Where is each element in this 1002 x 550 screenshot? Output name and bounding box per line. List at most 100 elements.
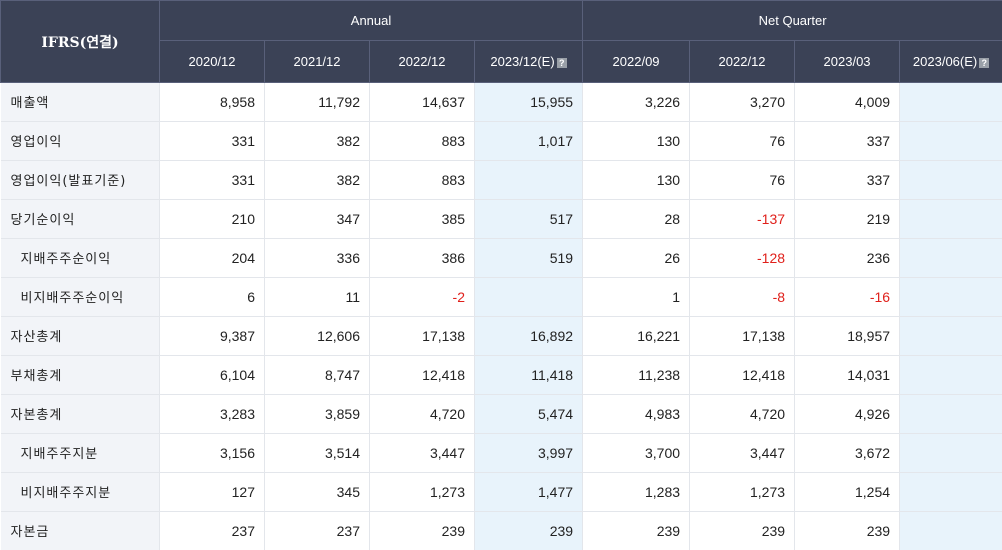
period-label: 2021/12	[293, 54, 341, 69]
value-cell: 3,672	[794, 433, 901, 473]
value-cell: 3,447	[689, 433, 796, 473]
value-cell: 8,958	[159, 82, 265, 122]
value-cell: 336	[264, 238, 370, 278]
value-cell: -128	[689, 238, 796, 278]
value-cell: 1,254	[794, 472, 901, 512]
value-cell: 17,138	[369, 316, 475, 356]
value-cell: 11,792	[264, 82, 370, 122]
value-cell: 1,477	[474, 472, 584, 512]
value-cell: 3,226	[582, 82, 691, 122]
value-cell: 345	[264, 472, 370, 512]
value-cell	[899, 511, 1002, 550]
value-cell: 9,387	[159, 316, 265, 356]
value-cell: 3,447	[369, 433, 475, 473]
value-cell: 3,859	[264, 394, 370, 434]
value-cell: 16,221	[582, 316, 691, 356]
value-cell: 386	[369, 238, 475, 278]
value-cell: 347	[264, 199, 370, 239]
value-cell: 11	[264, 277, 370, 317]
value-cell: -137	[689, 199, 796, 239]
value-cell	[899, 277, 1002, 317]
value-cell: 219	[794, 199, 901, 239]
value-cell: 4,983	[582, 394, 691, 434]
value-cell: 236	[794, 238, 901, 278]
value-cell: 382	[264, 121, 370, 161]
table-row: 자본금 237 237 239 239 239 239 239	[0, 511, 1002, 550]
value-cell: 76	[689, 121, 796, 161]
table-row: 비지배주주지분 127 345 1,273 1,477 1,283 1,273 1,254	[0, 472, 1002, 512]
value-cell: 3,270	[689, 82, 796, 122]
period-header: 2022/12	[689, 40, 796, 83]
period-label: 2022/09	[612, 54, 660, 69]
value-cell: 12,418	[689, 355, 796, 395]
value-cell: 1,283	[582, 472, 691, 512]
value-cell: 237	[264, 511, 370, 550]
value-cell	[474, 277, 584, 317]
value-cell: -8	[689, 277, 796, 317]
value-cell	[899, 394, 1002, 434]
value-cell: 239	[474, 511, 584, 550]
table-row: 비지배주주순이익 6 11 -2 1 -8 -16	[0, 277, 1002, 317]
value-cell: 15,955	[474, 82, 584, 122]
period-label: 2020/12	[188, 54, 236, 69]
value-cell: 3,997	[474, 433, 584, 473]
period-header: 2022/09	[582, 40, 691, 83]
table-row: 영업이익(발표기준) 331 382 883 130 76 337	[0, 160, 1002, 200]
row-label: 자산총계	[0, 316, 160, 356]
period-header: 2022/12	[369, 40, 475, 83]
value-cell: 26	[582, 238, 691, 278]
period-header: 2020/12	[159, 40, 265, 83]
value-cell	[474, 160, 584, 200]
value-cell: 4,720	[369, 394, 475, 434]
period-header-row: 2020/12 2021/12 2022/12 2023/12(E)? 2022/09 2…	[1, 40, 1002, 83]
header-group-row: IFRS(연결) Annual Net Quarter	[0, 0, 1002, 83]
value-cell: 519	[474, 238, 584, 278]
value-cell: 1,017	[474, 121, 584, 161]
value-cell: 382	[264, 160, 370, 200]
table-row: 당기순이익 210 347 385 517 28 -137 219	[0, 199, 1002, 239]
row-label: 영업이익	[0, 121, 160, 161]
table-row: 자본총계 3,283 3,859 4,720 5,474 4,983 4,720 4,926	[0, 394, 1002, 434]
value-cell: 1	[582, 277, 691, 317]
value-cell: 6,104	[159, 355, 265, 395]
value-cell: 385	[369, 199, 475, 239]
period-header: 2023/06(E)?	[899, 40, 1002, 83]
period-header: 2021/12	[264, 40, 370, 83]
net-quarter-group-header: Net Quarter	[582, 0, 1002, 41]
table-row: 자산총계 9,387 12,606 17,138 16,892 16,221 17,138 1…	[0, 316, 1002, 356]
row-label: 매출액	[0, 82, 160, 122]
value-cell: 883	[369, 160, 475, 200]
value-cell: 3,156	[159, 433, 265, 473]
value-cell: 5,474	[474, 394, 584, 434]
value-cell: 127	[159, 472, 265, 512]
row-label: 자본금	[0, 511, 160, 550]
value-cell: 331	[159, 160, 265, 200]
value-cell: 3,700	[582, 433, 691, 473]
value-cell: 14,637	[369, 82, 475, 122]
estimate-info-icon[interactable]: ?	[556, 58, 567, 68]
estimate-info-icon[interactable]: ?	[979, 58, 990, 68]
period-label: 2023/12(E)	[490, 54, 555, 69]
table-row: 지배주주순이익 204 336 386 519 26 -128 236	[0, 238, 1002, 278]
value-cell: 517	[474, 199, 584, 239]
table-row: 매출액 8,958 11,792 14,637 15,955 3,226 3,270 4,00…	[0, 82, 1002, 122]
value-cell: 12,418	[369, 355, 475, 395]
period-label: 2023/03	[823, 54, 871, 69]
value-cell: 11,238	[582, 355, 691, 395]
row-label: 비지배주주순이익	[0, 277, 160, 317]
value-cell: 239	[582, 511, 691, 550]
value-cell: 17,138	[689, 316, 796, 356]
value-cell: 204	[159, 238, 265, 278]
table-body: 매출액 8,958 11,792 14,637 15,955 3,226 3,270 4,00…	[0, 82, 1002, 550]
value-cell: 237	[159, 511, 265, 550]
row-label: 영업이익(발표기준)	[0, 160, 160, 200]
table-row: 부채총계 6,104 8,747 12,418 11,418 11,238 12,418 14…	[0, 355, 1002, 395]
value-cell: 11,418	[474, 355, 584, 395]
value-cell: 3,283	[159, 394, 265, 434]
value-cell: 130	[582, 121, 691, 161]
value-cell: 16,892	[474, 316, 584, 356]
value-cell: 6	[159, 277, 265, 317]
ifrs-corner-header: IFRS(연결)	[0, 0, 160, 83]
value-cell: 4,720	[689, 394, 796, 434]
